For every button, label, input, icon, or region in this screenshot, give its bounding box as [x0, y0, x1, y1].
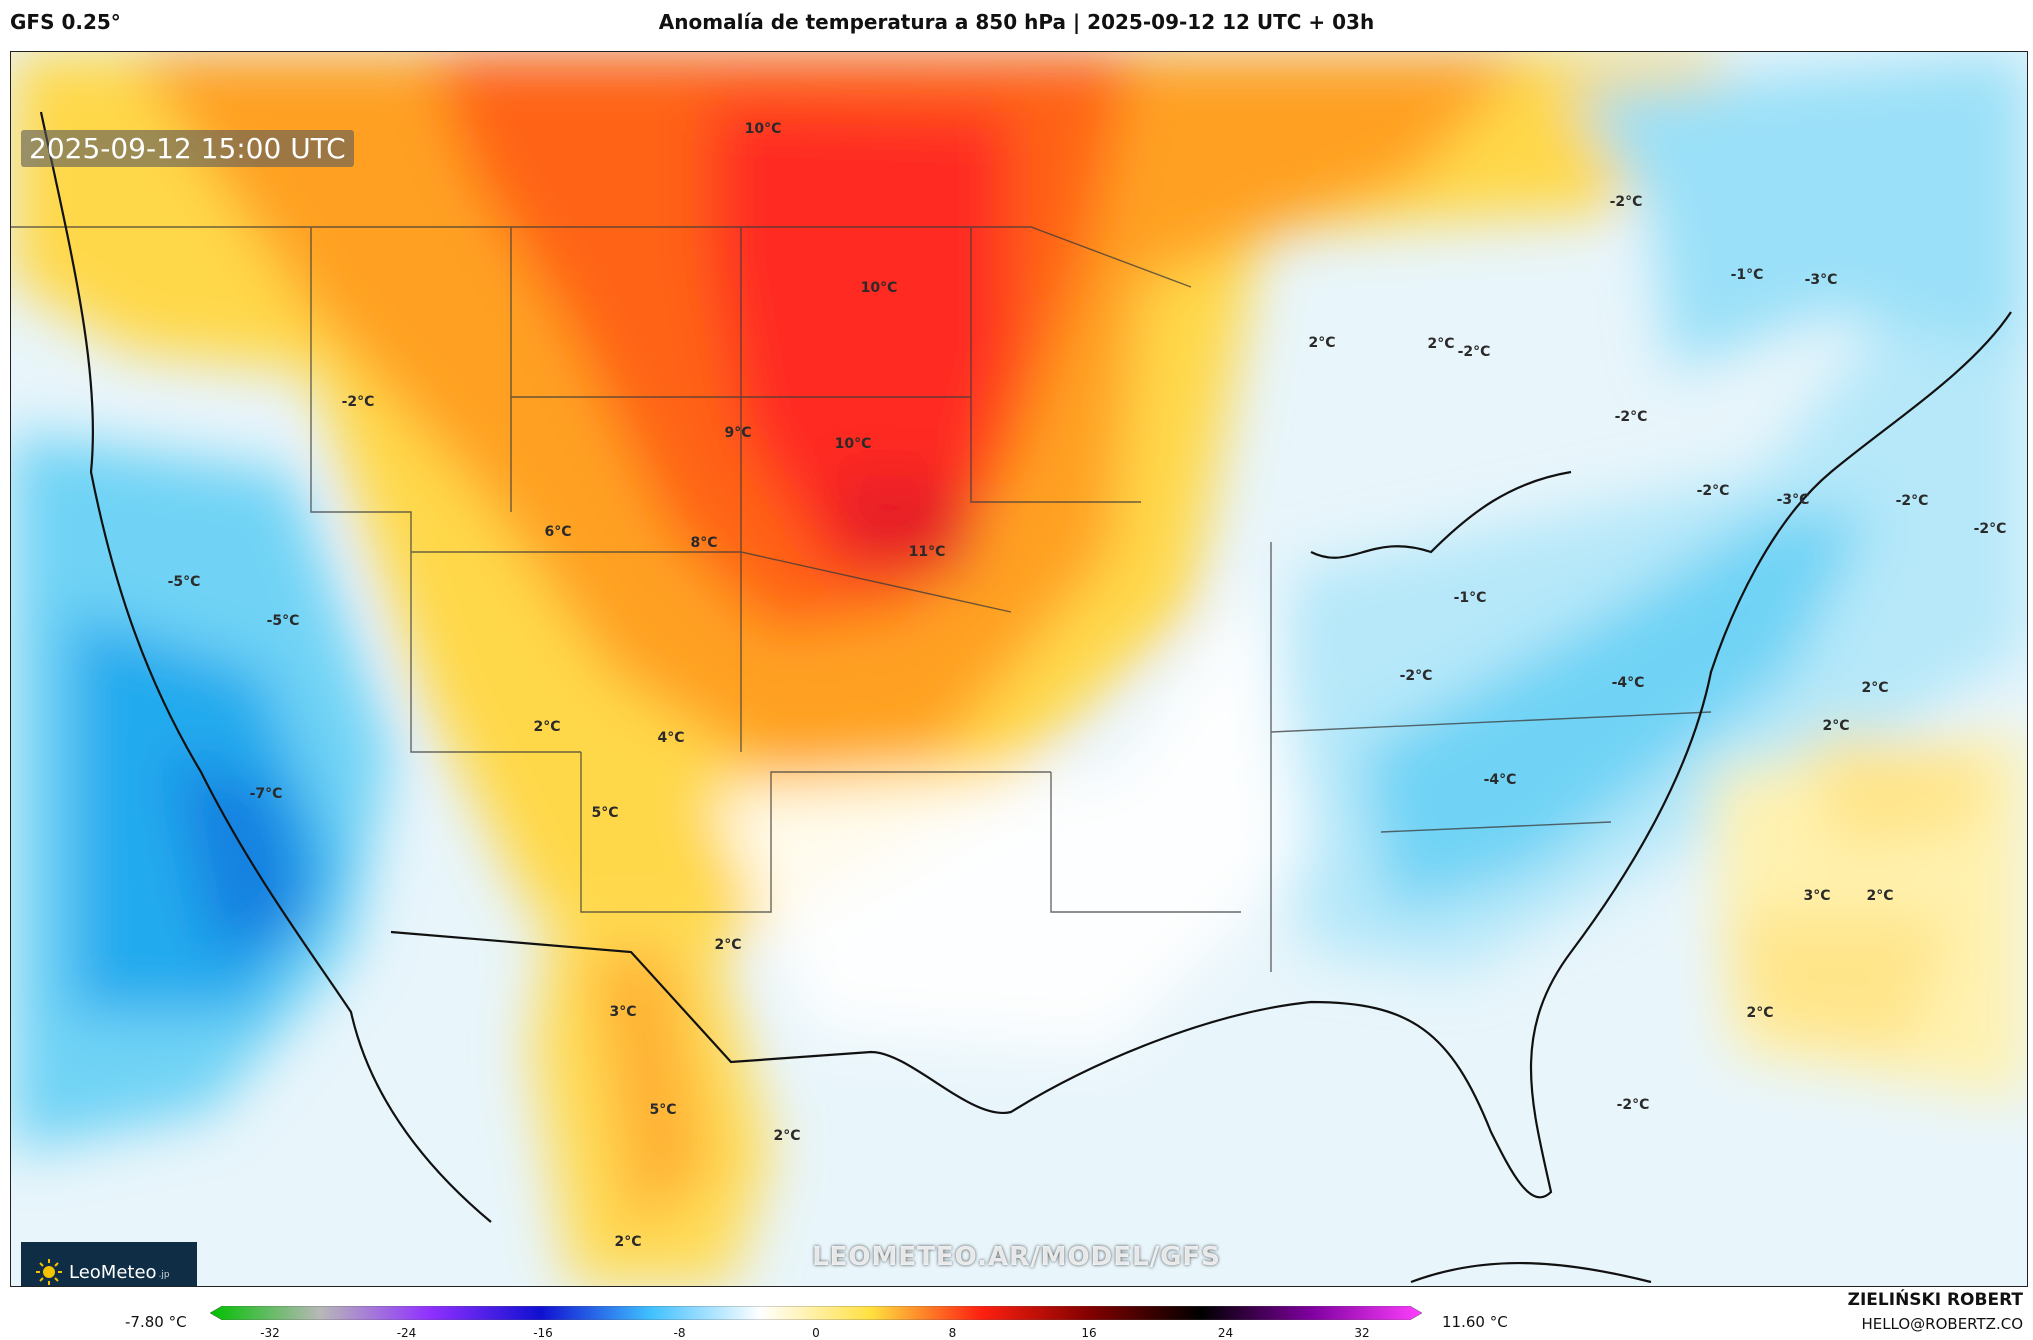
colorbar-tick: 16 — [1081, 1326, 1097, 1340]
colorbar-max-label: 11.60 °C — [1442, 1313, 1508, 1331]
contour-label: 6°C — [544, 524, 572, 540]
contour-label: -2°C — [341, 394, 375, 410]
author-email[interactable]: HELLO@ROBERTZ.CO — [1861, 1315, 2023, 1333]
colorbar-tick: -16 — [533, 1326, 553, 1340]
contour-label: 9°C — [724, 425, 752, 441]
contour-label: 2°C — [1822, 718, 1850, 734]
contour-label: -2°C — [1696, 483, 1730, 499]
contour-label: -2°C — [1457, 344, 1491, 360]
contour-label: 11°C — [908, 544, 946, 560]
leometeo-logo: LeoMeteo .jp — [21, 1242, 197, 1286]
valid-time-stamp: 2025-09-12 15:00 UTC — [21, 130, 354, 167]
logo-suffix: .jp — [158, 1270, 170, 1280]
author-name: ZIELIŃSKI ROBERT — [1847, 1290, 2023, 1310]
contour-label: -4°C — [1483, 772, 1517, 788]
contour-label: 5°C — [649, 1102, 677, 1118]
contour-label: 4°C — [657, 730, 685, 746]
contour-label: 2°C — [533, 719, 561, 735]
contour-label: 3°C — [609, 1004, 637, 1020]
model-name: GFS 0.25° — [10, 10, 121, 34]
colorbar — [210, 1306, 1422, 1320]
contour-label: -1°C — [1730, 267, 1764, 283]
contour-label: 2°C — [1861, 680, 1889, 696]
colorbar-tick: 8 — [948, 1326, 957, 1340]
contour-label: -1°C — [1453, 590, 1487, 606]
contour-label: 2°C — [714, 937, 742, 953]
anomaly-field — [11, 52, 2027, 1286]
contour-label: 10°C — [834, 436, 872, 452]
contour-label: 2°C — [1427, 336, 1455, 352]
site-watermark[interactable]: LEOMETEO.AR/MODEL/GFS — [812, 1242, 1221, 1272]
colorbar-tick: 24 — [1217, 1326, 1234, 1340]
contour-label: 2°C — [1866, 888, 1894, 904]
colorbar-tick: -8 — [673, 1326, 686, 1340]
colorbar-tick: 0 — [812, 1326, 820, 1340]
contour-label: -2°C — [1399, 668, 1433, 684]
contour-label: -2°C — [1973, 521, 2007, 537]
contour-label: -3°C — [1804, 272, 1838, 288]
contour-label: -2°C — [1895, 493, 1929, 509]
contour-label: 2°C — [773, 1128, 801, 1144]
contour-label: 2°C — [1308, 335, 1336, 351]
contour-label: -2°C — [1614, 409, 1648, 425]
contour-label: -4°C — [1611, 675, 1645, 691]
colorbar-min-label: -7.80 °C — [125, 1313, 187, 1331]
contour-label: 2°C — [1746, 1005, 1774, 1021]
contour-label: 10°C — [860, 280, 898, 296]
contour-label: 10°C — [744, 121, 782, 137]
contour-label: 5°C — [591, 805, 619, 821]
contour-label: 2°C — [614, 1234, 642, 1250]
sun-icon — [36, 1259, 62, 1285]
contour-label: -5°C — [167, 574, 201, 590]
contour-label: -3°C — [1776, 492, 1810, 508]
map-title: Anomalía de temperatura a 850 hPa | 2025… — [658, 10, 1375, 34]
contour-label: 3°C — [1803, 888, 1831, 904]
colorbar-tick: -24 — [396, 1326, 417, 1340]
contour-label: -5°C — [266, 613, 300, 629]
logo-name: LeoMeteo — [69, 1261, 157, 1283]
contour-label: -2°C — [1616, 1097, 1650, 1113]
contour-label: 8°C — [690, 535, 718, 551]
map-panel: 10°C 10°C 9°C 10°C 11°C 8°C 6°C -2°C -5°C -5°C -7°… — [10, 51, 2028, 1287]
colorbar-tick: 32 — [1354, 1326, 1370, 1340]
contour-label: -7°C — [249, 786, 283, 802]
colorbar-tick: -32 — [260, 1326, 280, 1340]
contour-label: -2°C — [1609, 194, 1643, 210]
